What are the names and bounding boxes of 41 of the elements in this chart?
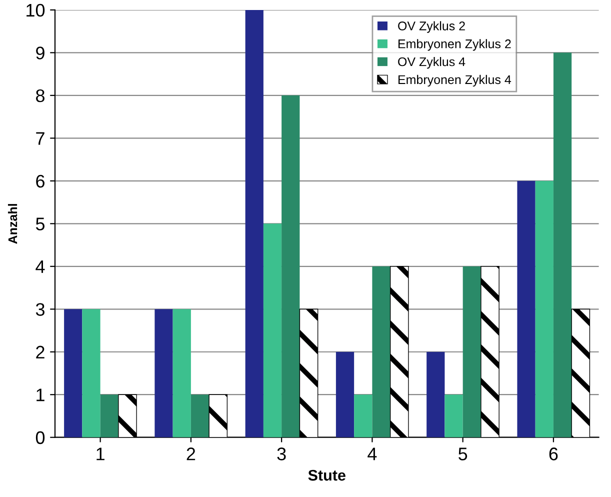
x-tick-label: 6 xyxy=(549,448,558,460)
bar xyxy=(462,266,481,438)
bar xyxy=(426,352,445,438)
y-tick-label: 4 xyxy=(36,260,45,273)
x-tick-label: 1 xyxy=(96,448,104,460)
bar xyxy=(372,266,390,438)
bar xyxy=(100,394,118,438)
y-tick-label: 0 xyxy=(36,431,45,444)
bar xyxy=(64,309,82,438)
x-axis-title: Stute xyxy=(308,470,346,481)
x-tick-label: 3 xyxy=(277,448,286,460)
y-tick-label: 3 xyxy=(36,303,44,316)
bar xyxy=(553,52,572,438)
bar xyxy=(154,309,173,438)
y-tick-label: 5 xyxy=(36,218,45,230)
bar xyxy=(82,309,100,438)
legend-label: OV Zyklus 4 xyxy=(398,56,466,69)
y-tick-label: 7 xyxy=(36,132,44,145)
bar xyxy=(535,180,554,438)
x-tick-label: 4 xyxy=(368,448,377,460)
y-tick-label: 2 xyxy=(36,346,44,358)
bar xyxy=(245,10,264,438)
bar xyxy=(444,394,463,438)
legend-label: Embryonen Zyklus 4 xyxy=(398,74,512,87)
y-tick-label: 10 xyxy=(26,4,45,17)
bar xyxy=(282,95,300,438)
bar xyxy=(190,394,210,438)
bar xyxy=(336,352,354,438)
y-axis-title: Anzahl xyxy=(8,204,18,244)
x-tick-label: 2 xyxy=(186,448,196,460)
x-tick-label: 5 xyxy=(458,448,468,460)
legend-label: Embryonen Zyklus 2 xyxy=(398,39,511,51)
bar xyxy=(263,224,282,438)
bar xyxy=(517,180,536,438)
y-tick-label: 6 xyxy=(36,174,44,188)
y-tick-label: 9 xyxy=(36,46,44,60)
y-tick-label: 1 xyxy=(36,388,44,402)
bar xyxy=(172,309,191,438)
legend-label: OV Zyklus 2 xyxy=(398,21,465,33)
y-tick-label: 8 xyxy=(36,89,44,102)
bar xyxy=(354,394,372,438)
